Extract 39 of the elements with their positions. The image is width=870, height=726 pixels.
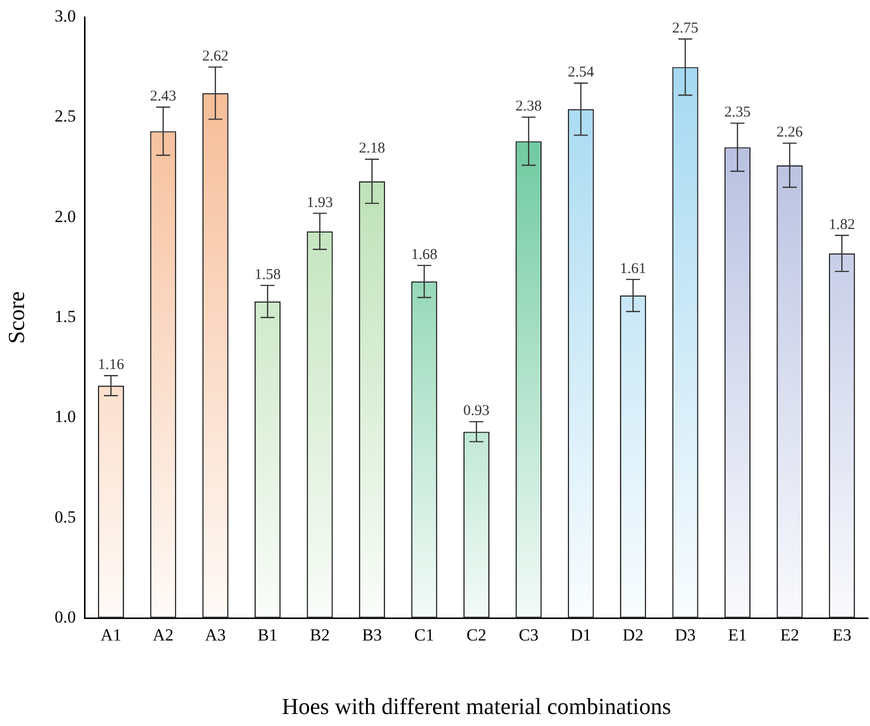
x-tick-label: B3 [362,626,382,645]
x-tick-label: D3 [674,626,696,645]
data-label: 1.16 [98,357,125,374]
x-tick-label: C1 [414,626,434,645]
data-label: 2.62 [202,48,228,65]
x-tick-label: A3 [204,626,226,645]
data-label: 2.43 [150,88,176,105]
data-label: 2.38 [516,98,542,115]
y-tick-label: 1.5 [54,306,76,326]
data-label: 2.18 [358,140,386,157]
y-tick-label: 0.5 [54,507,76,526]
x-tick-label: E2 [780,626,800,645]
data-label: 1.82 [828,216,856,233]
data-label: 1.61 [620,260,646,277]
y-tick-label: 3.0 [54,6,76,26]
y-tick-label: 2.0 [54,206,76,226]
x-tick-label: A2 [152,626,174,645]
data-label: 2.26 [776,124,804,141]
y-tick-label: 1.0 [54,407,76,426]
x-axis-title: Hoes with different material combinations [282,694,672,720]
data-label: 2.75 [672,20,698,36]
data-label: 1.58 [254,266,281,283]
data-label: 0.93 [463,403,490,420]
x-tick-label: D1 [570,626,592,645]
y-tick-label: 0.0 [54,607,76,626]
data-label: 1.68 [411,246,438,263]
x-tick-label: B2 [310,626,330,645]
data-label: 2.54 [568,64,594,81]
y-axis-title: Score [4,291,29,344]
data-label: 2.35 [724,104,751,121]
x-tick-label: D2 [622,626,644,645]
x-tick-label: C3 [518,626,539,645]
x-tick-label: E1 [728,626,747,645]
data-label: 1.93 [306,194,333,211]
x-tick-label: E3 [832,626,852,645]
x-tick-label: B1 [258,626,278,645]
x-tick-label: C2 [466,626,486,645]
x-tick-label: A1 [100,626,122,645]
y-tick-label: 2.5 [54,106,76,126]
